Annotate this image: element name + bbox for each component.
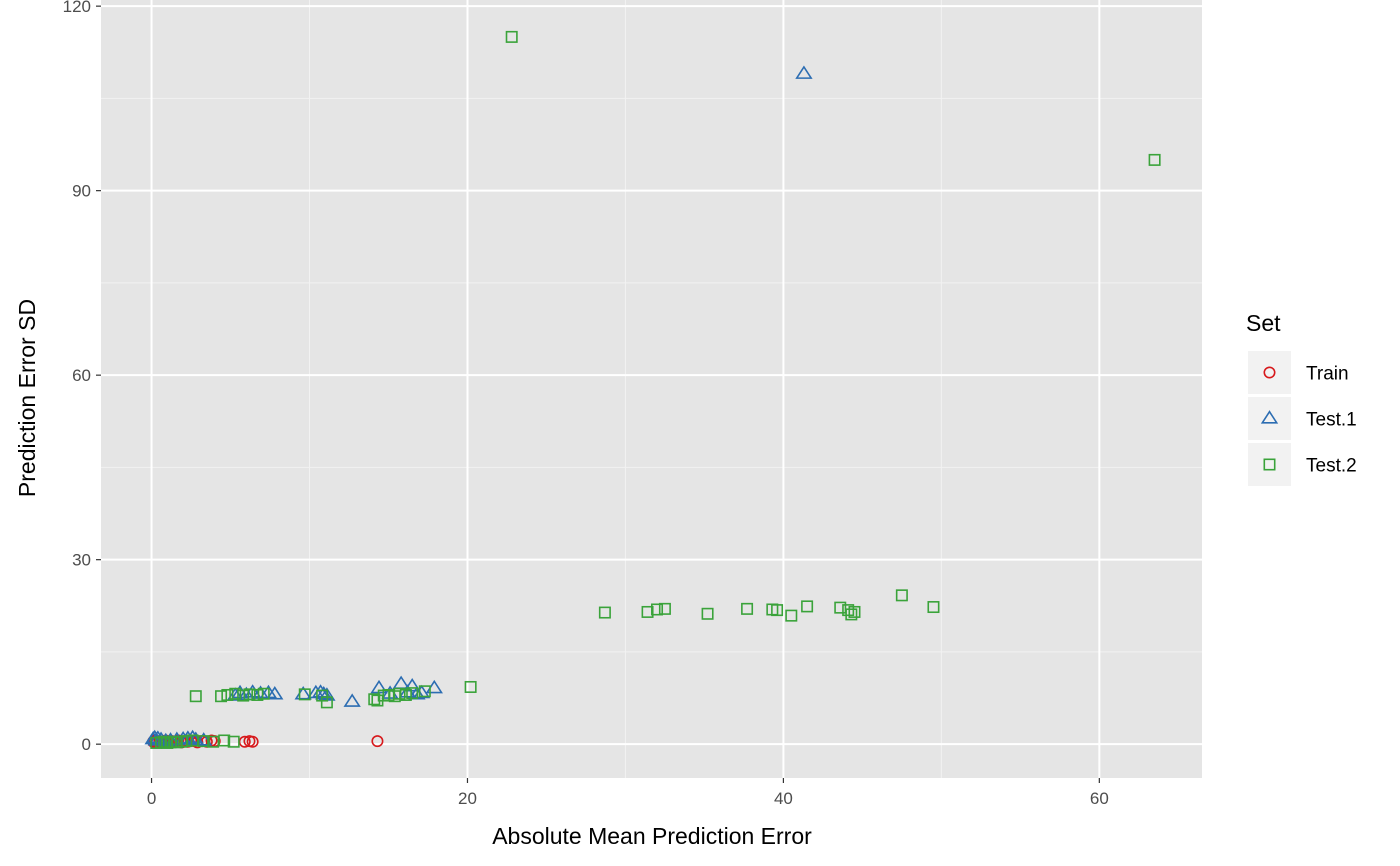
point-test-2 (243, 688, 256, 701)
point-test-2 (927, 601, 940, 614)
point-train (371, 735, 384, 748)
data-points (144, 30, 1161, 749)
point-test-2 (801, 600, 814, 613)
point-test-2 (393, 687, 406, 700)
point-test-2 (180, 735, 193, 748)
minor-gridlines (101, 0, 1202, 778)
point-test-2 (658, 602, 671, 615)
point-test-2 (1148, 153, 1161, 166)
y-axis-ticks: 0 30 60 90 120 (63, 0, 101, 754)
point-test-2 (320, 696, 333, 709)
point-test-1 (403, 678, 421, 692)
y-tick-label: 120 (63, 0, 91, 16)
point-test-2 (895, 589, 908, 602)
point-test-2 (418, 685, 431, 698)
plot-panel (101, 0, 1202, 778)
point-test-2 (834, 601, 847, 614)
point-test-2 (771, 604, 784, 617)
legend-label: Train (1306, 364, 1349, 385)
point-test-2 (368, 693, 381, 706)
legend-label: Test.1 (1306, 410, 1357, 431)
y-tick-label: 60 (72, 366, 91, 385)
point-test-2 (842, 604, 855, 617)
point-test-2 (215, 690, 228, 703)
point-test-1 (795, 65, 813, 79)
point-test-1 (343, 693, 361, 707)
point-test-2 (741, 602, 754, 615)
point-test-2 (598, 606, 611, 619)
point-test-2 (257, 687, 270, 700)
y-tick-label: 90 (72, 182, 91, 201)
legend: Set Train Test.1 Test.2 (1246, 310, 1357, 486)
series-test-2 (150, 30, 1161, 749)
point-test-2 (406, 687, 419, 700)
point-test-2 (218, 734, 231, 747)
legend-key-triangle-icon (1260, 410, 1279, 424)
x-axis-title: Absolute Mean Prediction Error (492, 823, 812, 849)
point-test-1 (226, 687, 244, 701)
point-test-2 (189, 690, 202, 703)
point-test-2 (229, 687, 242, 700)
point-test-1 (266, 686, 284, 700)
x-axis-ticks: 0 20 40 60 (147, 778, 1109, 808)
legend-key-background (1248, 351, 1291, 394)
point-test-2 (227, 735, 240, 748)
x-tick-label: 0 (147, 789, 156, 808)
point-test-2 (197, 735, 210, 748)
y-axis-title: Prediction Error SD (14, 299, 40, 497)
y-tick-label: 0 (82, 735, 91, 754)
point-test-2 (701, 607, 714, 620)
point-test-2 (464, 680, 477, 693)
legend-key-square-icon (1263, 458, 1276, 471)
x-tick-label: 60 (1090, 789, 1109, 808)
x-tick-label: 40 (774, 789, 793, 808)
legend-key-circle-icon (1263, 366, 1276, 379)
point-test-2 (237, 689, 250, 702)
point-test-2 (785, 609, 798, 622)
major-gridlines (101, 0, 1202, 778)
legend-item-test-1: Test.1 (1248, 397, 1357, 440)
legend-key-background (1248, 443, 1291, 486)
point-train (246, 735, 259, 748)
point-test-2 (845, 608, 858, 621)
point-test-2 (298, 688, 311, 701)
legend-item-train: Train (1248, 351, 1349, 394)
point-test-2 (848, 605, 861, 618)
point-test-2 (158, 735, 171, 748)
legend-title: Set (1246, 310, 1281, 336)
legend-items: Train Test.1 Test.2 (1248, 351, 1357, 486)
point-test-2 (221, 688, 234, 701)
point-test-2 (505, 30, 518, 43)
legend-item-test-2: Test.2 (1248, 443, 1357, 486)
point-test-2 (641, 605, 654, 618)
point-test-2 (251, 688, 264, 701)
point-test-2 (651, 603, 664, 616)
legend-label: Test.2 (1306, 456, 1357, 477)
legend-key-background (1248, 397, 1291, 440)
x-tick-label: 20 (458, 789, 477, 808)
y-tick-label: 30 (72, 551, 91, 570)
point-test-1 (183, 729, 202, 744)
point-test-2 (399, 688, 412, 701)
